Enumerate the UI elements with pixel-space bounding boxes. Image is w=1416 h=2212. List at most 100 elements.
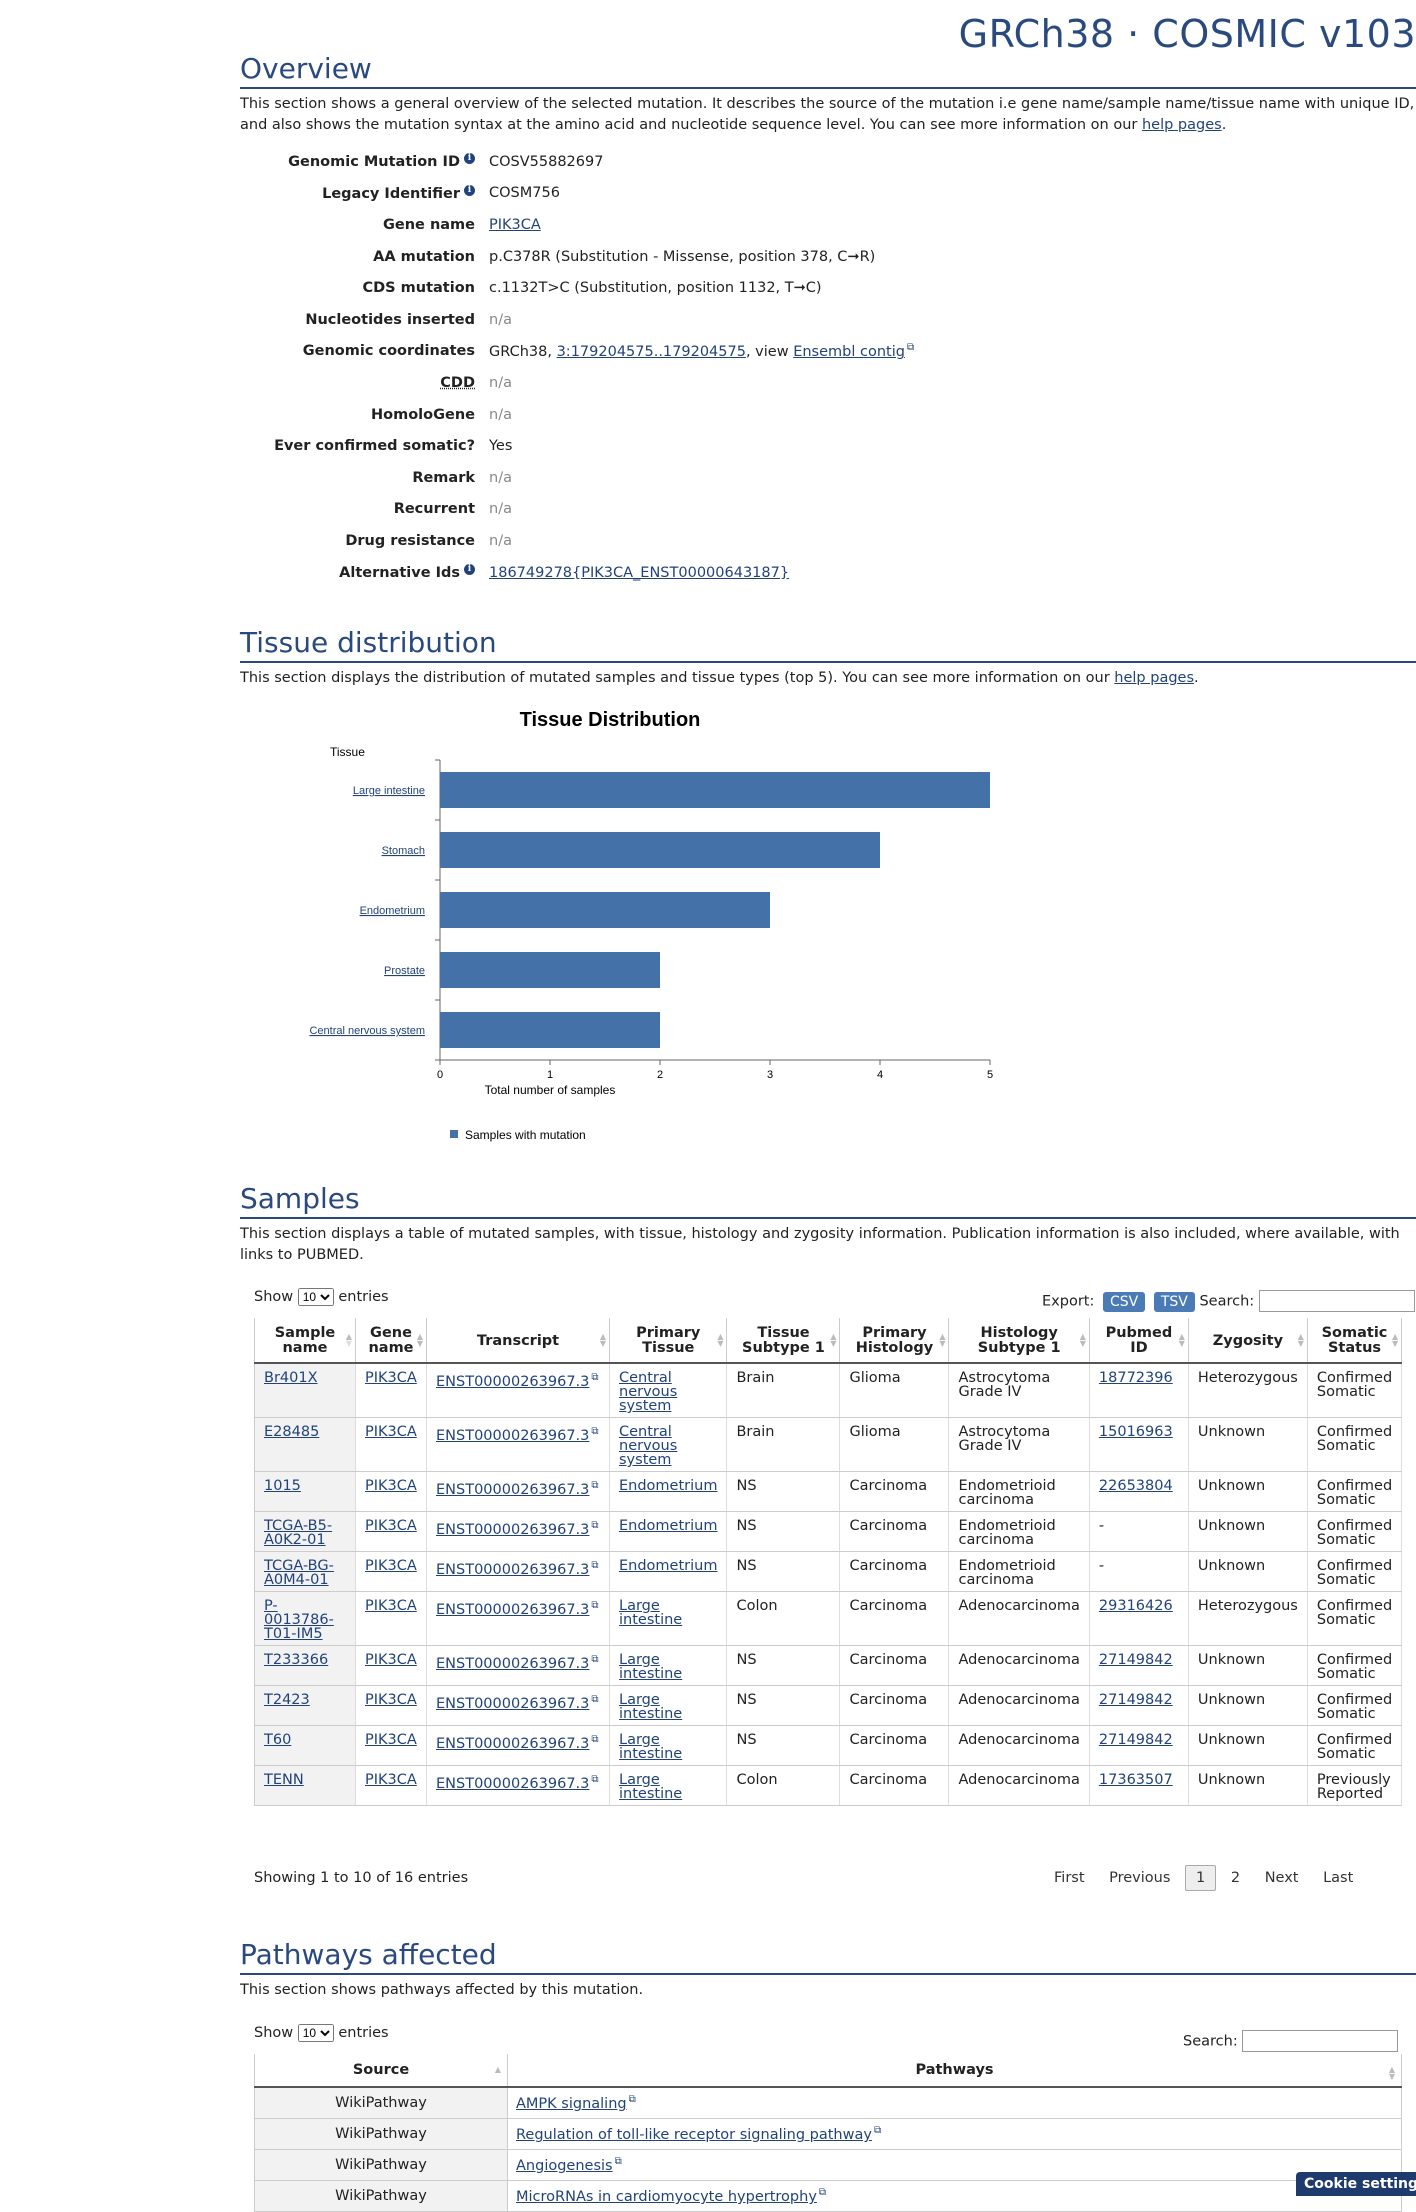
sample-name-link[interactable]: E28485: [264, 1424, 320, 1440]
pubmed-id-link[interactable]: 15016963: [1098, 1424, 1173, 1440]
column-header-primary-histology[interactable]: Primary Histology ▲ ▼: [839, 1318, 950, 1364]
chart-category-label[interactable]: Endometrium: [360, 905, 425, 917]
column-header-pathways[interactable]: Pathways ▲ ▼: [507, 2054, 1402, 2088]
primary-tissue-link[interactable]: Endometrium: [619, 1478, 718, 1494]
cell-pubmed-id: 27149842: [1089, 1685, 1189, 1726]
gene-name-link[interactable]: PIK3CA: [365, 1772, 417, 1788]
coordinates-link[interactable]: 3:179204575..179204575: [556, 344, 746, 361]
pagination-page-1[interactable]: 1: [1185, 1865, 1217, 1891]
sample-name-link[interactable]: T60: [264, 1732, 292, 1748]
primary-tissue-link[interactable]: Endometrium: [619, 1558, 718, 1574]
info-icon[interactable]: i: [464, 153, 475, 165]
chart-category-label[interactable]: Central nervous system: [309, 1025, 425, 1037]
pagination-last[interactable]: Last: [1323, 1870, 1354, 1886]
sample-name-link[interactable]: T2423: [264, 1692, 310, 1708]
column-header-gene-name[interactable]: Gene name ▲ ▼: [355, 1318, 427, 1364]
export-csv-button[interactable]: CSV: [1102, 1291, 1146, 1312]
pathway-link[interactable]: Angiogenesis: [516, 2157, 613, 2174]
transcript-link[interactable]: ENST00000263967.3: [436, 1561, 590, 1578]
sample-name-link[interactable]: P-0013786-T01-IM5: [264, 1598, 334, 1642]
ensembl-contig-link[interactable]: Ensembl contig: [793, 344, 905, 361]
pubmed-id-link[interactable]: 17363507: [1098, 1772, 1173, 1788]
cell-somatic-status: Confirmed Somatic: [1307, 1645, 1403, 1686]
cell-pubmed-id: 22653804: [1089, 1471, 1189, 1512]
cookie-settings-button[interactable]: Cookie settings: [1296, 2172, 1416, 2196]
primary-tissue-link[interactable]: Central nervous system: [619, 1424, 678, 1468]
primary-tissue-link[interactable]: Large intestine: [619, 1692, 683, 1722]
pathway-link[interactable]: AMPK signaling: [516, 2095, 627, 2112]
show-label: Show: [254, 2025, 294, 2041]
export-tsv-button[interactable]: TSV: [1153, 1291, 1195, 1312]
column-header-somatic-status[interactable]: Somatic Status ▲ ▼: [1307, 1318, 1403, 1364]
pagination-first[interactable]: First: [1054, 1870, 1085, 1886]
gene-name-link[interactable]: PIK3CA: [365, 1518, 417, 1534]
sample-name-link[interactable]: 1015: [264, 1478, 301, 1494]
pubmed-id-link[interactable]: 29316426: [1098, 1598, 1173, 1614]
pubmed-id-link[interactable]: 27149842: [1098, 1732, 1173, 1748]
gene-name-link[interactable]: PIK3CA: [365, 1558, 417, 1574]
info-icon[interactable]: i: [464, 184, 475, 196]
chart-bar: [440, 832, 880, 868]
label-genomic-coordinates: Genomic coordinates: [302, 343, 475, 360]
transcript-link[interactable]: ENST00000263967.3: [436, 1695, 590, 1712]
column-header-tissue-subtype[interactable]: Tissue Subtype 1 ▲ ▼: [726, 1318, 841, 1364]
transcript-link[interactable]: ENST00000263967.3: [436, 1655, 590, 1672]
gene-name-link[interactable]: PIK3CA: [365, 1692, 417, 1708]
transcript-link[interactable]: ENST00000263967.3: [436, 1735, 590, 1752]
samples-search-input[interactable]: [1258, 1290, 1415, 1312]
pubmed-id-link[interactable]: 18772396: [1098, 1370, 1173, 1386]
transcript-link[interactable]: ENST00000263967.3: [436, 1775, 590, 1792]
gene-name-link[interactable]: PIK3CA: [365, 1652, 417, 1668]
pathways-page-size-select[interactable]: 10: [297, 2024, 334, 2042]
cell-somatic-status: Confirmed Somatic: [1307, 1511, 1403, 1552]
chart-category-label[interactable]: Stomach: [382, 845, 425, 857]
pagination-page-2[interactable]: 2: [1230, 1870, 1241, 1886]
column-header-zygosity[interactable]: Zygosity ▲ ▼: [1188, 1318, 1308, 1364]
alternative-ids-link[interactable]: 186749278{PIK3CA_ENST00000643187}: [489, 564, 790, 581]
column-header-transcript[interactable]: Transcript ▲ ▼: [426, 1318, 610, 1364]
chart-category-label[interactable]: Large intestine: [353, 785, 425, 797]
info-icon[interactable]: i: [464, 564, 475, 576]
samples-page-size-select[interactable]: 10: [297, 1288, 334, 1306]
transcript-link[interactable]: ENST00000263967.3: [436, 1601, 590, 1618]
pathways-search-input[interactable]: [1242, 2030, 1399, 2052]
column-header-histology-subtype[interactable]: Histology Subtype 1 ▲ ▼: [948, 1318, 1090, 1364]
primary-tissue-link[interactable]: Large intestine: [619, 1732, 683, 1762]
gene-name-link[interactable]: PIK3CA: [365, 1478, 417, 1494]
primary-tissue-link[interactable]: Endometrium: [619, 1518, 718, 1534]
column-header-pubmed-id[interactable]: Pubmed ID ▲ ▼: [1089, 1318, 1189, 1364]
primary-tissue-link[interactable]: Central nervous system: [619, 1370, 678, 1414]
column-header-source[interactable]: Source ▲: [254, 2054, 508, 2088]
tissue-help-link[interactable]: help pages: [1114, 670, 1195, 686]
sample-name-link[interactable]: T233366: [264, 1652, 329, 1668]
gene-name-link[interactable]: PIK3CA: [365, 1370, 417, 1386]
transcript-link[interactable]: ENST00000263967.3: [436, 1373, 590, 1390]
column-header-sample-name[interactable]: Sample name ▲ ▼: [254, 1318, 356, 1364]
gene-name-link[interactable]: PIK3CA: [365, 1424, 417, 1440]
column-header-primary-tissue[interactable]: Primary Tissue ▲ ▼: [609, 1318, 728, 1364]
sample-name-link[interactable]: TENN: [264, 1772, 304, 1788]
pubmed-id-link[interactable]: 27149842: [1098, 1652, 1173, 1668]
gene-name-link[interactable]: PIK3CA: [365, 1732, 417, 1748]
primary-tissue-link[interactable]: Large intestine: [619, 1772, 683, 1802]
overview-help-link[interactable]: help pages: [1141, 117, 1222, 133]
row-legacy-identifier: Legacy Identifier i COSM756: [240, 178, 914, 210]
transcript-link[interactable]: ENST00000263967.3: [436, 1427, 590, 1444]
primary-tissue-link[interactable]: Large intestine: [619, 1652, 683, 1682]
chart-category-label[interactable]: Prostate: [384, 965, 425, 977]
sample-name-link[interactable]: TCGA-BG-A0M4-01: [264, 1558, 334, 1588]
label-gene-name: Gene name: [383, 216, 475, 233]
pagination-previous[interactable]: Previous: [1109, 1870, 1171, 1886]
sample-name-link[interactable]: Br401X: [264, 1370, 318, 1386]
pubmed-id-link[interactable]: 22653804: [1098, 1478, 1173, 1494]
primary-tissue-link[interactable]: Large intestine: [619, 1598, 683, 1628]
pagination-next[interactable]: Next: [1264, 1870, 1299, 1886]
pathway-link[interactable]: Regulation of toll-like receptor signali…: [516, 2126, 872, 2143]
pathway-link[interactable]: MicroRNAs in cardiomyocyte hypertrophy: [516, 2188, 817, 2205]
transcript-link[interactable]: ENST00000263967.3: [436, 1521, 590, 1538]
transcript-link[interactable]: ENST00000263967.3: [436, 1481, 590, 1498]
sample-name-link[interactable]: TCGA-B5-A0K2-01: [264, 1518, 333, 1548]
gene-name-link[interactable]: PIK3CA: [365, 1598, 417, 1614]
pubmed-id-link[interactable]: 27149842: [1098, 1692, 1173, 1708]
gene-name-link[interactable]: PIK3CA: [489, 216, 541, 233]
